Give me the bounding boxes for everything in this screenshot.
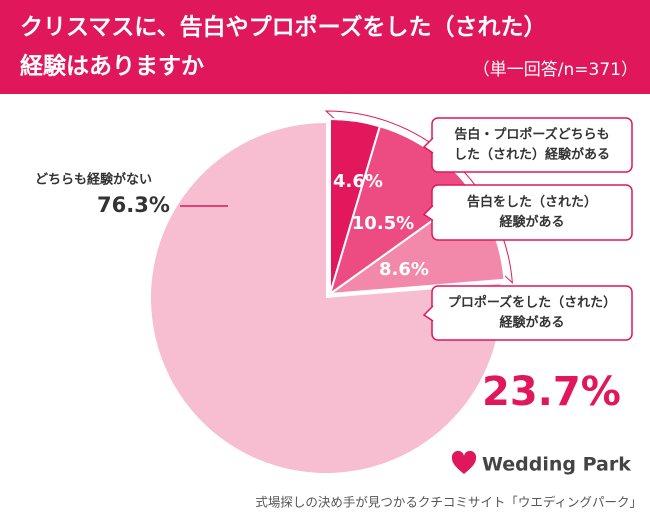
pie-slice (150, 123, 501, 474)
chart-title: クリスマスに、告白やプロポーズをした（された） (20, 14, 546, 41)
legend-label: 経験がある (499, 214, 564, 230)
callout-box (431, 184, 633, 241)
legend-label: 経験がある (499, 315, 564, 331)
chart-subtitle: （単一回答/n=371） (473, 60, 638, 80)
brand: Wedding Park (482, 454, 631, 476)
value-label: 76.3% (97, 193, 170, 217)
legend-label: 告白・プロポーズどちらも (454, 127, 609, 143)
header-band (0, 0, 650, 94)
footer: 式場探しの決め手が見つかるクチコミサイト「ウエディングパーク」 (255, 495, 642, 510)
value-label: 10.5% (352, 213, 414, 234)
value-label: 8.6% (379, 259, 429, 280)
callout-box (431, 117, 633, 173)
brand-logo (451, 450, 477, 474)
legend-label: プロポーズをした（された） (448, 295, 616, 311)
chart-title: 経験はありますか (20, 53, 204, 80)
legend-label: した（された）経験がある (454, 147, 610, 163)
callout-pointer (422, 204, 434, 222)
category-label: どちらも経験がない (35, 172, 152, 188)
callout-pointer (422, 137, 434, 154)
total-label: 23.7% (482, 369, 621, 415)
callout-pointer (422, 305, 434, 322)
callout-box (431, 285, 633, 341)
value-label: 4.6% (333, 171, 383, 192)
legend-label: 告白をした（された） (467, 194, 597, 210)
